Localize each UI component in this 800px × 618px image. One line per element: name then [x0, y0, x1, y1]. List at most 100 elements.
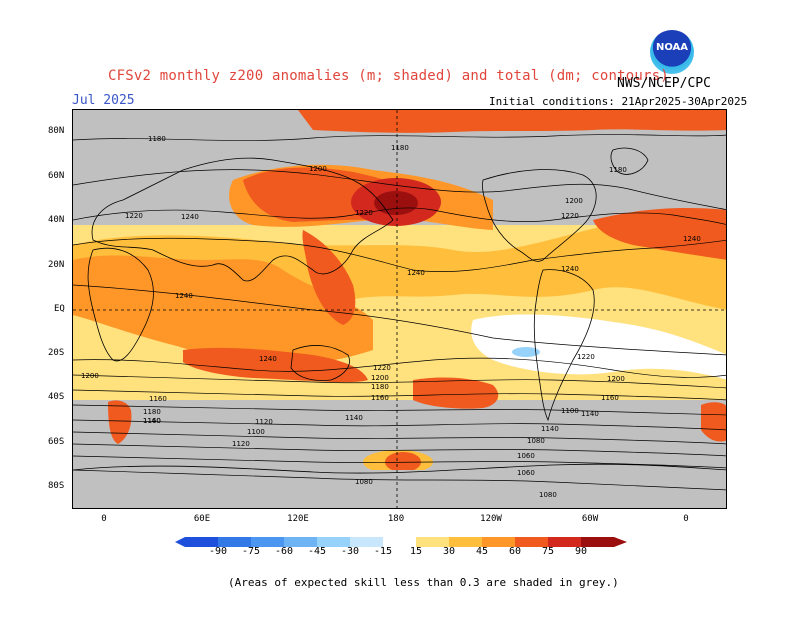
- contour-label: 1160: [371, 394, 389, 402]
- contour-label: 1200: [309, 165, 327, 173]
- contour-1060-south: [73, 469, 726, 491]
- africa-coastline: [87, 247, 154, 362]
- contour-1140-south: [73, 419, 726, 431]
- contour-label: 1240: [175, 292, 193, 300]
- eurasia-coastline: [91, 157, 394, 282]
- lon-label-120w: 120W: [480, 514, 502, 524]
- skill-footnote: (Areas of expected skill less than 0.3 a…: [228, 576, 619, 589]
- lat-label-60n: 60N: [48, 171, 65, 181]
- contour-label: 1220: [373, 364, 391, 372]
- color-scale-bin: [581, 537, 614, 547]
- color-scale-bin: [218, 537, 251, 547]
- arctic-anomaly: [298, 110, 726, 133]
- contour-label: 1240: [259, 355, 277, 363]
- contour-label: 1240: [683, 235, 701, 243]
- color-scale-label: -75: [241, 546, 261, 557]
- color-scale-bin: [449, 537, 482, 547]
- contour-label: 1140: [345, 414, 363, 422]
- color-scale-label: -30: [340, 546, 360, 557]
- contour-label: 1120: [232, 440, 250, 448]
- color-scale-label: -90: [208, 546, 228, 557]
- anomaly-shading: [73, 110, 726, 508]
- contour-label: 1080: [527, 437, 545, 445]
- contour-label: 1220: [577, 353, 595, 361]
- contour-label: 1220: [355, 209, 373, 217]
- antarctic-grey: [73, 470, 726, 508]
- lat-label-20n: 20N: [48, 260, 65, 270]
- tropical-band-deep: [73, 255, 373, 367]
- contour-label: 1240: [407, 269, 425, 277]
- contour-1240-south: [73, 284, 726, 356]
- contour-1080-south: [73, 455, 726, 469]
- contour-1220-south: [73, 357, 726, 378]
- color-scale-label: -45: [307, 546, 327, 557]
- color-scale: [175, 537, 627, 547]
- lat-label-40s: 40S: [48, 392, 65, 402]
- color-scale-left-arrow: [175, 537, 185, 547]
- color-scale-bin: [548, 537, 581, 547]
- lon-label-120e: 120E: [287, 514, 309, 524]
- contour-label: 1140: [541, 425, 559, 433]
- color-scale-bin: [482, 537, 515, 547]
- contour-label: 1160: [143, 417, 161, 425]
- color-scale-bin: [383, 537, 416, 547]
- contour-label: 1120: [255, 418, 273, 426]
- contour-label: 1180: [391, 144, 409, 152]
- noaa-logo: NOAA: [650, 30, 694, 74]
- lon-label-0-east: 0: [683, 514, 689, 524]
- color-scale-label: 30: [442, 546, 456, 557]
- color-scale-bin: [515, 537, 548, 547]
- lon-label-180: 180: [387, 514, 405, 524]
- australia-coastline: [290, 345, 350, 381]
- contour-label: 1200: [565, 197, 583, 205]
- s-indian-anomaly: [701, 402, 726, 442]
- contour-label: 1240: [181, 213, 199, 221]
- anomaly-map: 1180 1180 1180 1200 1220 1240 1220 1200 …: [72, 109, 727, 509]
- contour-label: 1100: [561, 407, 579, 415]
- coastlines: [73, 147, 726, 474]
- contour-label: 1140: [581, 410, 599, 418]
- south-america-coastline: [533, 269, 595, 422]
- south-pacific-anomaly: [413, 377, 499, 409]
- contour-label: 1180: [148, 135, 166, 143]
- lon-label-0: 0: [101, 514, 107, 524]
- contour-labels: 1180 1180 1180 1200 1220 1240 1220 1200 …: [81, 135, 701, 499]
- color-scale-bin: [317, 537, 350, 547]
- contour-1200-north: [73, 169, 726, 210]
- contour-1160-south: [73, 404, 726, 416]
- color-scale-bin: [251, 537, 284, 547]
- lat-label-80n: 80N: [48, 126, 65, 136]
- color-scale-label: 75: [541, 546, 555, 557]
- se-pacific-negative: [512, 347, 540, 357]
- contour-label: 1160: [601, 394, 619, 402]
- lat-label-80s: 80S: [48, 481, 65, 491]
- color-scale-bin: [284, 537, 317, 547]
- forecast-month: Jul 2025: [72, 93, 135, 108]
- sw-pacific-anomaly: [183, 347, 368, 383]
- contour-1180-south: [73, 389, 726, 401]
- contour-label: 1200: [371, 374, 389, 382]
- color-scale-label: 90: [574, 546, 588, 557]
- antarctica-coastline: [73, 463, 726, 474]
- color-scale-bin: [350, 537, 383, 547]
- contour-label: 1200: [607, 375, 625, 383]
- initial-conditions: Initial conditions: 21Apr2025-30Apr2025: [489, 95, 748, 108]
- lon-label-60w: 60W: [581, 514, 599, 524]
- map-canvas: 1180 1180 1180 1200 1220 1240 1220 1200 …: [73, 110, 726, 508]
- map-title: CFSv2 monthly z200 anomalies (m; shaded)…: [108, 68, 669, 84]
- contour-1120-south: [73, 431, 726, 445]
- color-scale-bin: [185, 537, 218, 547]
- contour-label: 1080: [539, 491, 557, 499]
- contour-label: 1140: [143, 417, 161, 425]
- contour-1220-north: [73, 207, 726, 225]
- lat-label-40n: 40N: [48, 215, 65, 225]
- contour-label: 1180: [609, 166, 627, 174]
- contour-label: 1160: [149, 395, 167, 403]
- color-scale-label: -60: [274, 546, 294, 557]
- contour-label: 1240: [561, 265, 579, 273]
- color-scale-label: 15: [409, 546, 423, 557]
- contour-label: 1180: [143, 408, 161, 416]
- mid-pacific-anomaly: [302, 230, 356, 325]
- agency-label: NWS/NCEP/CPC: [617, 76, 711, 91]
- contour-label: 1220: [561, 212, 579, 220]
